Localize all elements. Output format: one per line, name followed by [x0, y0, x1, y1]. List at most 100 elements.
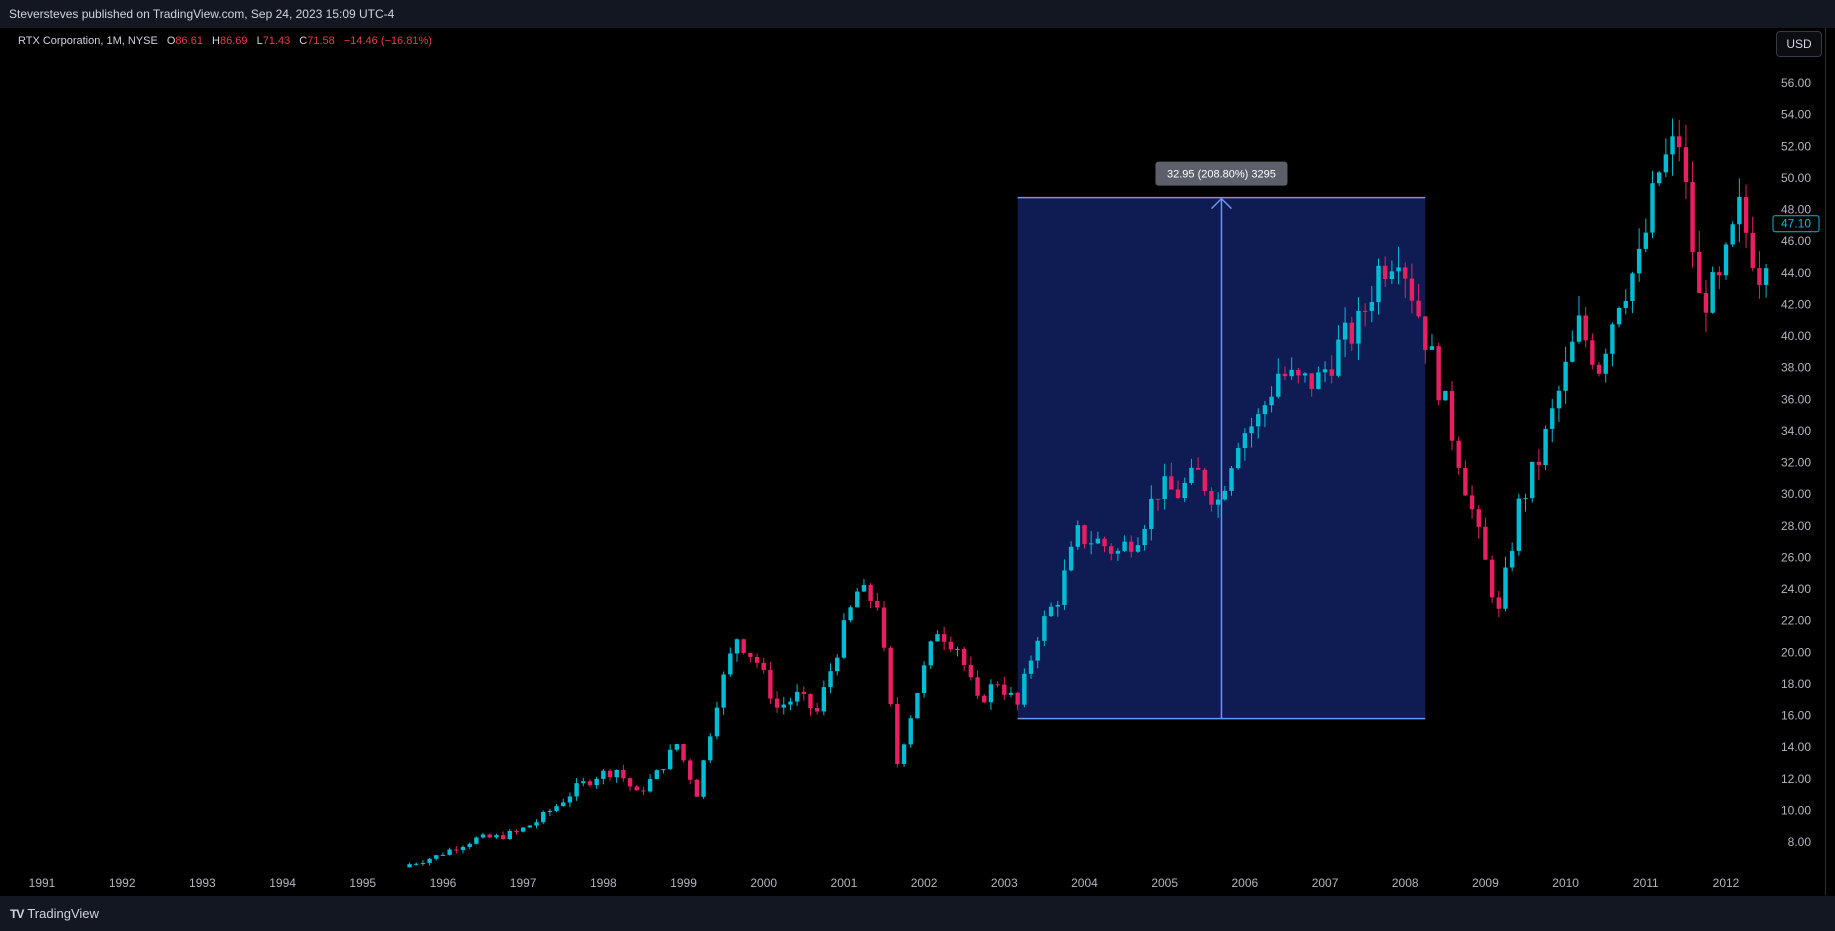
brand: TV TradingView	[10, 906, 99, 921]
candle-body	[1690, 181, 1695, 252]
last-price-tag	[1772, 215, 1820, 233]
candle-body	[1636, 248, 1642, 274]
candle-body	[1409, 278, 1415, 301]
candle-body	[1222, 490, 1228, 500]
candle-body	[1757, 268, 1762, 285]
candle-body	[1509, 550, 1515, 568]
candle-body	[487, 834, 492, 838]
candle-body	[935, 634, 940, 642]
candle-body	[661, 769, 666, 771]
candle-body	[1556, 390, 1562, 409]
x-tick-label: 2002	[911, 876, 938, 890]
candle-body	[427, 858, 432, 863]
y-tick-label: 34.00	[1781, 424, 1811, 438]
x-tick-label: 1992	[109, 876, 136, 890]
currency-button[interactable]: USD	[1776, 31, 1822, 57]
candle-body	[434, 855, 439, 859]
candle-body	[855, 591, 860, 608]
y-tick-label: 18.00	[1781, 677, 1811, 691]
candle-body	[1095, 538, 1101, 544]
candle-body	[1002, 684, 1007, 695]
candle-body	[1122, 541, 1127, 551]
x-tick-label: 2004	[1071, 876, 1098, 890]
candle-body	[1576, 315, 1582, 342]
candle-body	[748, 652, 753, 658]
candle-body	[1550, 408, 1555, 429]
measure-label: 32.95 (208.80%) 3295	[1167, 169, 1276, 181]
candle-body	[1082, 525, 1087, 544]
candle-body	[1202, 469, 1207, 491]
candle-body	[1496, 597, 1501, 609]
candle-body	[1570, 341, 1575, 362]
candle-body	[1476, 509, 1481, 527]
candle-body	[494, 835, 499, 838]
candle-body	[1443, 390, 1448, 401]
candle-body	[721, 674, 726, 708]
candle-body	[828, 671, 833, 688]
candle-body	[614, 769, 619, 778]
close-label: C	[299, 35, 308, 47]
candle-body	[407, 864, 412, 868]
candle-body	[1155, 498, 1161, 500]
x-tick-label: 2008	[1392, 876, 1419, 890]
candle-body	[1329, 369, 1334, 376]
high-label: H	[212, 35, 220, 47]
candle-body	[841, 620, 847, 658]
candle-body	[1643, 232, 1649, 249]
candle-body	[1015, 692, 1020, 705]
candle-body	[1195, 467, 1201, 470]
y-tick-label: 54.00	[1781, 108, 1811, 122]
x-tick-label: 2001	[831, 876, 858, 890]
y-tick-label: 42.00	[1781, 297, 1811, 311]
candle-body	[1289, 369, 1294, 377]
candle-body	[1710, 272, 1715, 313]
x-tick-label: 1998	[590, 876, 617, 890]
x-tick-label: 2007	[1312, 876, 1339, 890]
candle-body	[1229, 468, 1234, 491]
candle-body	[1142, 528, 1147, 546]
candle-body	[561, 802, 566, 807]
candle-body	[1469, 495, 1475, 510]
candle-body	[895, 704, 900, 764]
candle-body	[1630, 273, 1635, 301]
candle-body	[514, 830, 519, 832]
candle-body	[948, 641, 954, 650]
candle-body	[621, 769, 626, 779]
chart-area[interactable]	[10, 28, 1826, 895]
candle-body	[861, 585, 867, 592]
x-tick-label: 2003	[991, 876, 1018, 890]
candle-body	[975, 677, 980, 696]
candle-body	[1623, 300, 1628, 308]
candle-body	[1389, 271, 1395, 280]
candle-body	[581, 781, 586, 784]
candle-body	[474, 837, 479, 844]
x-tick-label: 1995	[349, 876, 376, 890]
candle-body	[901, 744, 907, 764]
open-value: 86.61	[175, 35, 203, 47]
close-value: 71.58	[307, 35, 335, 47]
candle-body	[1035, 640, 1040, 661]
y-tick-label: 12.00	[1781, 772, 1811, 786]
symbol-title: RTX Corporation, 1M, NYSE	[18, 35, 158, 47]
candle-body	[881, 607, 887, 648]
candle-body	[741, 639, 746, 653]
candle-body	[694, 779, 700, 797]
candle-body	[1423, 316, 1428, 350]
candle-body	[801, 691, 807, 694]
candle-body	[961, 648, 967, 666]
candle-body	[1262, 405, 1268, 415]
candle-body	[1436, 346, 1441, 401]
candle-body	[1115, 550, 1121, 554]
candle-body	[1670, 136, 1675, 155]
candle-body	[1650, 183, 1655, 233]
candle-body	[1022, 673, 1027, 705]
candle-body	[1703, 292, 1709, 313]
candle-body	[1356, 310, 1361, 344]
candle-body	[1750, 232, 1755, 269]
candle-body	[848, 607, 853, 621]
candle-body	[1489, 559, 1495, 598]
candle-body	[1603, 353, 1608, 374]
candle-body	[1349, 322, 1354, 344]
candle-body	[1449, 390, 1455, 441]
